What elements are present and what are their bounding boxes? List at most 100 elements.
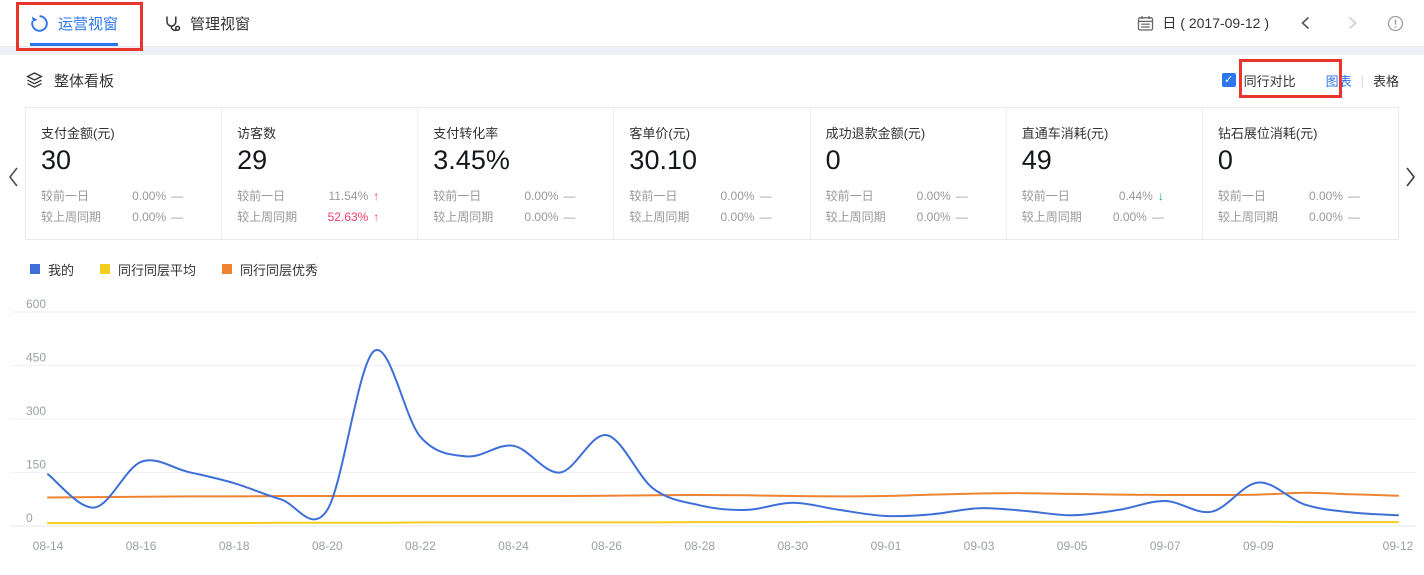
metric-card[interactable]: 客单价(元) 30.10 较前一日 0.00% — 较上周同期 0.00% — [614, 108, 811, 239]
card-title: 客单价(元) [629, 126, 691, 141]
date-picker[interactable]: 日 ( 2017-09-12 ) [1137, 13, 1269, 33]
series-line-我的 [47, 348, 1399, 521]
x-tick-label: 08-30 [777, 539, 808, 553]
legend-item[interactable]: 我的 [30, 260, 74, 279]
card-compare-row: 较前一日 0.00% — [629, 186, 795, 207]
flat-trend-icon: — [955, 189, 968, 204]
compare-value: 0.00% [916, 210, 951, 225]
series-line-同行同层优秀 [47, 491, 1399, 499]
compare-value: 0.00% [132, 189, 167, 204]
card-title: 成功退款金额(元) [825, 126, 926, 141]
metric-card[interactable]: 支付转化率 3.45% 较前一日 0.00% — 较上周同期 0.00% — [418, 108, 615, 239]
tab-label: 管理视窗 [190, 15, 251, 33]
cards-prev-arrow[interactable] [6, 165, 20, 192]
peer-compare-label: 同行对比 [1243, 73, 1296, 89]
up-trend-icon: ↑ [373, 189, 380, 204]
x-tick-label: 08-16 [126, 539, 157, 553]
topbar: 运营视窗 管理视窗 [0, 0, 1424, 47]
peer-compare-checkbox[interactable]: ✓ 同行对比 [1221, 71, 1296, 90]
y-tick-label: 600 [26, 297, 46, 311]
card-title: 访客数 [237, 126, 277, 141]
y-tick-label: 300 [26, 404, 46, 418]
next-date-button[interactable] [1343, 14, 1361, 32]
toggle-chart-view[interactable]: 图表 [1325, 73, 1352, 89]
card-value: 3.45% [433, 145, 510, 175]
compare-value: 11.54% [328, 189, 369, 204]
metric-card[interactable]: 直通车消耗(元) 49 较前一日 0.44% ↓ 较上周同期 0.00% — [1007, 108, 1203, 239]
card-compare-row: 较前一日 11.54% ↑ [237, 186, 403, 207]
tab-management-view[interactable]: 管理视窗 [162, 0, 250, 46]
y-tick-label: 0 [26, 511, 33, 525]
compare-label: 较前一日 [825, 189, 874, 204]
card-compare-row: 较上周同期 0.00% — [433, 207, 599, 228]
section-header: 整体看板 ✓ 同行对比 图表 | 表格 [0, 55, 1424, 105]
flat-trend-icon: — [171, 189, 184, 204]
legend-label: 我的 [48, 262, 75, 278]
card-compare-row: 较前一日 0.00% — [433, 186, 599, 207]
management-view-icon [162, 14, 181, 33]
card-compare-row: 较上周同期 0.00% — [41, 207, 207, 228]
tab-label: 运营视窗 [58, 15, 119, 33]
card-title: 钻石展位消耗(元) [1217, 126, 1318, 141]
legend-item[interactable]: 同行同层平均 [100, 260, 196, 279]
card-compare-row: 较上周同期 52.63% ↑ [237, 207, 403, 228]
toggle-table-view[interactable]: 表格 [1372, 73, 1399, 89]
card-compare-row: 较上周同期 0.00% — [826, 207, 992, 228]
flat-trend-icon: — [171, 210, 184, 225]
compare-value: 0.00% [720, 210, 755, 225]
x-tick-label: 08-28 [684, 539, 715, 553]
compare-label: 较上周同期 [433, 210, 494, 225]
card-compare-row: 较上周同期 0.00% — [1218, 207, 1384, 228]
compare-label: 较上周同期 [825, 210, 886, 225]
metric-card[interactable]: 钻石展位消耗(元) 0 较前一日 0.00% — 较上周同期 0.00% — [1203, 108, 1398, 239]
series-line-同行同层平均 [47, 520, 1399, 525]
trend-line-chart: 0 150 300 450 600 08-14 08-16 08-18 08-20 08-22 08… [10, 297, 1416, 553]
compare-label: 较前一日 [1021, 189, 1070, 204]
metric-cards: 支付金额(元) 30 较前一日 0.00% — 较上周同期 0.00% — 访客… [25, 107, 1399, 240]
x-tick-label: 08-20 [312, 539, 343, 553]
compare-value: 0.00% [524, 189, 559, 204]
prev-date-button[interactable] [1297, 14, 1315, 32]
x-tick-label: 09-12 [1383, 539, 1414, 553]
tab-operations-view[interactable]: 运营视窗 [30, 0, 119, 46]
y-tick-label: 450 [26, 351, 46, 365]
x-tick-label: 08-22 [405, 539, 436, 553]
layers-icon [25, 71, 44, 90]
flat-trend-icon: — [1347, 210, 1360, 225]
metric-card[interactable]: 支付金额(元) 30 较前一日 0.00% — 较上周同期 0.00% — [26, 108, 223, 239]
compare-label: 较前一日 [629, 189, 678, 204]
down-trend-icon: ↓ [1157, 189, 1164, 204]
legend-item[interactable]: 同行同层优秀 [222, 260, 318, 279]
compare-value: 0.00% [720, 189, 755, 204]
compare-label: 较上周同期 [41, 210, 102, 225]
legend-label: 同行同层优秀 [240, 262, 319, 278]
view-toggle: 图表 | 表格 [1326, 71, 1399, 90]
compare-value: 0.00% [132, 210, 167, 225]
card-title: 支付金额(元) [41, 126, 115, 141]
x-tick-label: 09-01 [871, 539, 902, 553]
compare-label: 较上周同期 [237, 210, 298, 225]
cards-next-arrow[interactable] [1404, 165, 1418, 192]
x-tick-label: 09-03 [964, 539, 995, 553]
compare-value: 0.00% [1308, 189, 1343, 204]
legend-swatch [100, 264, 111, 274]
compare-label: 较前一日 [237, 189, 286, 204]
info-icon[interactable] [1387, 15, 1404, 32]
checkbox-checked-icon: ✓ [1221, 73, 1236, 87]
view-tabs: 运营视窗 管理视窗 [0, 0, 294, 46]
metric-cards-wrap: 支付金额(元) 30 较前一日 0.00% — 较上周同期 0.00% — 访客… [8, 107, 1416, 240]
card-title: 支付转化率 [433, 126, 499, 141]
page-gap-divider [0, 47, 1424, 55]
y-tick-label: 150 [26, 458, 46, 472]
chart-area: 0 150 300 450 600 08-14 08-16 08-18 08-20 08-22 08… [0, 278, 1424, 563]
flat-trend-icon: — [563, 210, 576, 225]
metric-card[interactable]: 访客数 29 较前一日 11.54% ↑ 较上周同期 52.63% ↑ [222, 108, 419, 239]
compare-label: 较前一日 [1217, 189, 1266, 204]
compare-value: 0.00% [916, 189, 951, 204]
up-trend-icon: ↑ [373, 210, 380, 225]
card-compare-row: 较前一日 0.00% — [826, 186, 992, 207]
card-compare-row: 较前一日 0.44% ↓ [1022, 186, 1188, 207]
compare-label: 较前一日 [41, 189, 90, 204]
metric-card[interactable]: 成功退款金额(元) 0 较前一日 0.00% — 较上周同期 0.00% — [811, 108, 1007, 239]
flat-trend-icon: — [1151, 210, 1164, 225]
